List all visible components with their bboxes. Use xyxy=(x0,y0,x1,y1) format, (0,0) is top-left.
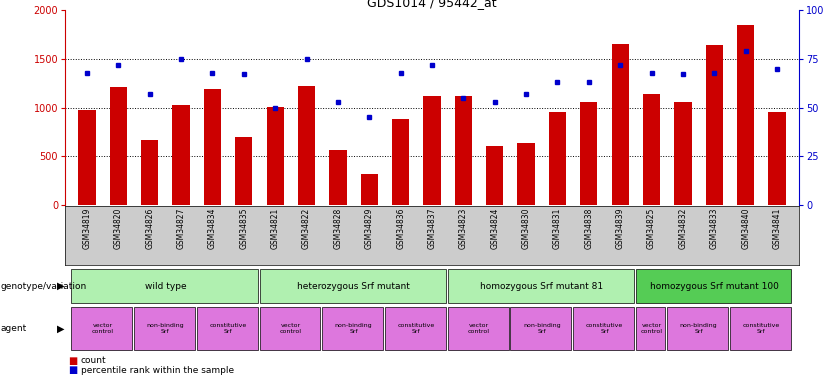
Text: ▶: ▶ xyxy=(57,324,64,334)
Text: non-binding
Srf: non-binding Srf xyxy=(680,324,717,334)
FancyBboxPatch shape xyxy=(259,308,320,350)
Text: constitutive
Srf: constitutive Srf xyxy=(586,324,623,334)
FancyBboxPatch shape xyxy=(259,269,446,303)
Bar xyxy=(360,174,378,205)
Bar xyxy=(675,102,691,205)
Bar xyxy=(517,143,535,205)
Bar xyxy=(298,86,315,205)
Bar xyxy=(737,25,754,205)
Text: non-binding
Srf: non-binding Srf xyxy=(147,324,184,334)
Bar xyxy=(611,44,629,205)
Text: homozygous Srf mutant 100: homozygous Srf mutant 100 xyxy=(650,282,779,291)
Text: GSM34825: GSM34825 xyxy=(647,208,656,249)
FancyBboxPatch shape xyxy=(667,308,728,350)
Text: vector
control: vector control xyxy=(468,324,490,334)
Bar xyxy=(329,150,347,205)
Bar xyxy=(580,102,597,205)
Text: GSM34837: GSM34837 xyxy=(428,208,436,249)
Text: constitutive
Srf: constitutive Srf xyxy=(398,324,435,334)
FancyBboxPatch shape xyxy=(636,269,791,303)
FancyBboxPatch shape xyxy=(510,308,571,350)
Text: GSM34824: GSM34824 xyxy=(490,208,500,249)
Text: GSM34822: GSM34822 xyxy=(302,208,311,249)
Text: genotype/variation: genotype/variation xyxy=(1,282,87,291)
Text: GSM34819: GSM34819 xyxy=(83,208,92,249)
Text: count: count xyxy=(81,356,107,365)
FancyBboxPatch shape xyxy=(730,308,791,350)
Text: heterozygous Srf mutant: heterozygous Srf mutant xyxy=(297,282,410,291)
Title: GDS1014 / 95442_at: GDS1014 / 95442_at xyxy=(367,0,497,9)
Text: vector
control: vector control xyxy=(92,324,113,334)
Text: GSM34839: GSM34839 xyxy=(615,208,625,249)
Text: ■: ■ xyxy=(68,356,78,366)
FancyBboxPatch shape xyxy=(72,269,258,303)
FancyBboxPatch shape xyxy=(385,308,446,350)
Text: GSM34820: GSM34820 xyxy=(114,208,123,249)
Text: GSM34828: GSM34828 xyxy=(334,208,343,249)
FancyBboxPatch shape xyxy=(636,308,666,350)
Bar xyxy=(392,119,409,205)
Text: constitutive
Srf: constitutive Srf xyxy=(209,324,247,334)
FancyBboxPatch shape xyxy=(134,308,195,350)
Text: GSM34833: GSM34833 xyxy=(710,208,719,249)
Text: agent: agent xyxy=(1,324,27,333)
Text: GSM34840: GSM34840 xyxy=(741,208,750,249)
FancyBboxPatch shape xyxy=(448,308,509,350)
Text: GSM34838: GSM34838 xyxy=(585,208,593,249)
Text: vector
control: vector control xyxy=(280,324,302,334)
Bar xyxy=(173,105,189,205)
Text: ■: ■ xyxy=(68,366,78,375)
Bar xyxy=(141,140,158,205)
FancyBboxPatch shape xyxy=(322,308,383,350)
Text: GSM34829: GSM34829 xyxy=(364,208,374,249)
FancyBboxPatch shape xyxy=(72,308,132,350)
Text: GSM34835: GSM34835 xyxy=(239,208,249,249)
Bar xyxy=(78,110,96,205)
Bar xyxy=(549,111,566,205)
Text: GSM34826: GSM34826 xyxy=(145,208,154,249)
Text: non-binding
Srf: non-binding Srf xyxy=(523,324,560,334)
Text: GSM34821: GSM34821 xyxy=(271,208,279,249)
Text: GSM34834: GSM34834 xyxy=(208,208,217,249)
Text: vector
control: vector control xyxy=(641,324,662,334)
Bar xyxy=(203,89,221,205)
Bar xyxy=(643,94,661,205)
Text: GSM34830: GSM34830 xyxy=(521,208,530,249)
Text: GSM34827: GSM34827 xyxy=(177,208,186,249)
Text: GSM34836: GSM34836 xyxy=(396,208,405,249)
Text: GSM34832: GSM34832 xyxy=(678,208,687,249)
Text: non-binding
Srf: non-binding Srf xyxy=(334,324,373,334)
Bar xyxy=(267,106,284,205)
Bar xyxy=(768,111,786,205)
Text: GSM34831: GSM34831 xyxy=(553,208,562,249)
Bar xyxy=(455,96,472,205)
Text: homozygous Srf mutant 81: homozygous Srf mutant 81 xyxy=(480,282,603,291)
Bar xyxy=(486,146,504,205)
Bar xyxy=(110,87,127,205)
Text: wild type: wild type xyxy=(144,282,186,291)
FancyBboxPatch shape xyxy=(573,308,634,350)
Bar xyxy=(706,45,723,205)
Text: percentile rank within the sample: percentile rank within the sample xyxy=(81,366,234,375)
Bar xyxy=(235,137,253,205)
Bar xyxy=(424,96,440,205)
Text: GSM34823: GSM34823 xyxy=(459,208,468,249)
FancyBboxPatch shape xyxy=(197,308,258,350)
Text: GSM34841: GSM34841 xyxy=(772,208,781,249)
Text: ▶: ▶ xyxy=(57,281,64,291)
Text: constitutive
Srf: constitutive Srf xyxy=(743,324,780,334)
FancyBboxPatch shape xyxy=(448,269,634,303)
